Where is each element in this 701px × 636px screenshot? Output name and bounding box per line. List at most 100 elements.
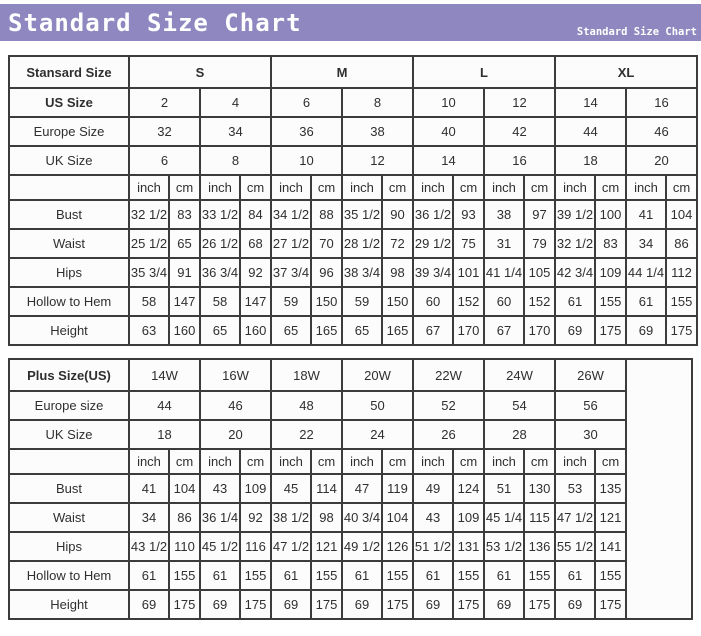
hollow-to-hem-cell: 61 <box>412 560 454 591</box>
plus-size-header: 14W <box>128 358 201 392</box>
hips-cell: 131 <box>452 531 485 562</box>
height-cell: 175 <box>523 589 556 620</box>
bust-cell: 97 <box>523 199 556 230</box>
height-cell: 67 <box>412 315 454 346</box>
bust-cell: 135 <box>594 473 627 504</box>
hips-cell: 38 3/4 <box>341 257 383 288</box>
unit-cell: cm <box>310 448 343 475</box>
unit-cell: inch <box>128 448 170 475</box>
bust-cell: 36 1/2 <box>412 199 454 230</box>
europe-size-cell: 52 <box>412 390 485 421</box>
height-cell: 175 <box>381 589 414 620</box>
plus-size-header: 16W <box>199 358 272 392</box>
height-cell: 170 <box>523 315 556 346</box>
unit-cell: cm <box>239 174 272 201</box>
hollow-to-hem-cell: 155 <box>594 286 627 317</box>
height-cell: 165 <box>381 315 414 346</box>
hollow-to-hem-cell: 61 <box>199 560 241 591</box>
waist-cell: 86 <box>665 228 698 259</box>
hips-cell: 121 <box>310 531 343 562</box>
height-cell: 175 <box>665 315 698 346</box>
waist-cell: 98 <box>310 502 343 533</box>
waist-cell: 75 <box>452 228 485 259</box>
bust-cell: 93 <box>452 199 485 230</box>
bust-cell: 43 <box>199 473 241 504</box>
row-label: Plus Size(US) <box>8 358 130 392</box>
waist-cell: 45 1/4 <box>483 502 525 533</box>
row-label: Hollow to Hem <box>8 560 130 591</box>
height-cell: 63 <box>128 315 170 346</box>
bust-cell: 51 <box>483 473 525 504</box>
empty-trailing-cell <box>625 358 693 620</box>
waist-cell: 40 3/4 <box>341 502 383 533</box>
hollow-to-hem-cell: 155 <box>594 560 627 591</box>
bust-cell: 114 <box>310 473 343 504</box>
height-cell: 69 <box>625 315 667 346</box>
hollow-to-hem-cell: 61 <box>554 286 596 317</box>
bust-cell: 109 <box>239 473 272 504</box>
us-size-cell: 10 <box>412 87 485 118</box>
waist-cell: 47 1/2 <box>554 502 596 533</box>
hollow-to-hem-cell: 155 <box>381 560 414 591</box>
height-cell: 160 <box>168 315 201 346</box>
hips-cell: 116 <box>239 531 272 562</box>
unit-cell: inch <box>625 174 667 201</box>
unit-cell: inch <box>483 448 525 475</box>
bust-cell: 130 <box>523 473 556 504</box>
unit-cell: inch <box>412 448 454 475</box>
unit-cell: inch <box>199 448 241 475</box>
bust-cell: 83 <box>168 199 201 230</box>
hips-cell: 92 <box>239 257 272 288</box>
row-label: Hips <box>8 531 130 562</box>
row-label: US Size <box>8 87 130 118</box>
uk-size-cell: 8 <box>199 145 272 176</box>
row-label: Bust <box>8 473 130 504</box>
bust-cell: 39 1/2 <box>554 199 596 230</box>
waist-cell: 121 <box>594 502 627 533</box>
waist-cell: 79 <box>523 228 556 259</box>
row-label <box>8 448 130 475</box>
unit-cell: cm <box>452 174 485 201</box>
europe-size-cell: 48 <box>270 390 343 421</box>
hips-cell: 101 <box>452 257 485 288</box>
unit-cell: cm <box>381 174 414 201</box>
height-cell: 69 <box>199 589 241 620</box>
row-label: Waist <box>8 502 130 533</box>
hips-cell: 42 3/4 <box>554 257 596 288</box>
hips-cell: 53 1/2 <box>483 531 525 562</box>
unit-cell: cm <box>452 448 485 475</box>
uk-size-cell: 26 <box>412 419 485 450</box>
bust-cell: 119 <box>381 473 414 504</box>
bust-cell: 100 <box>594 199 627 230</box>
plus-size-table: Plus Size(US) 14W 16W 18W 20W 22W 24W 26W Europe… <box>8 358 693 620</box>
bust-cell: 124 <box>452 473 485 504</box>
unit-cell: inch <box>199 174 241 201</box>
height-cell: 170 <box>452 315 485 346</box>
waist-cell: 86 <box>168 502 201 533</box>
row-label: Hips <box>8 257 130 288</box>
height-cell: 160 <box>239 315 272 346</box>
uk-size-cell: 22 <box>270 419 343 450</box>
europe-size-cell: 46 <box>199 390 272 421</box>
row-label: Bust <box>8 199 130 230</box>
uk-size-cell: 20 <box>625 145 698 176</box>
unit-cell: cm <box>168 174 201 201</box>
hollow-to-hem-cell: 155 <box>168 560 201 591</box>
hips-cell: 39 3/4 <box>412 257 454 288</box>
uk-size-cell: 20 <box>199 419 272 450</box>
height-cell: 69 <box>341 589 383 620</box>
uk-size-cell: 28 <box>483 419 556 450</box>
us-size-cell: 8 <box>341 87 414 118</box>
uk-size-cell: 6 <box>128 145 201 176</box>
waist-cell: 104 <box>381 502 414 533</box>
bust-cell: 88 <box>310 199 343 230</box>
unit-cell: inch <box>412 174 454 201</box>
row-label: Height <box>8 315 130 346</box>
unit-cell: cm <box>239 448 272 475</box>
hollow-to-hem-cell: 155 <box>239 560 272 591</box>
unit-cell: inch <box>554 174 596 201</box>
unit-cell: inch <box>270 448 312 475</box>
hips-cell: 126 <box>381 531 414 562</box>
hollow-to-hem-cell: 155 <box>310 560 343 591</box>
uk-size-cell: 16 <box>483 145 556 176</box>
